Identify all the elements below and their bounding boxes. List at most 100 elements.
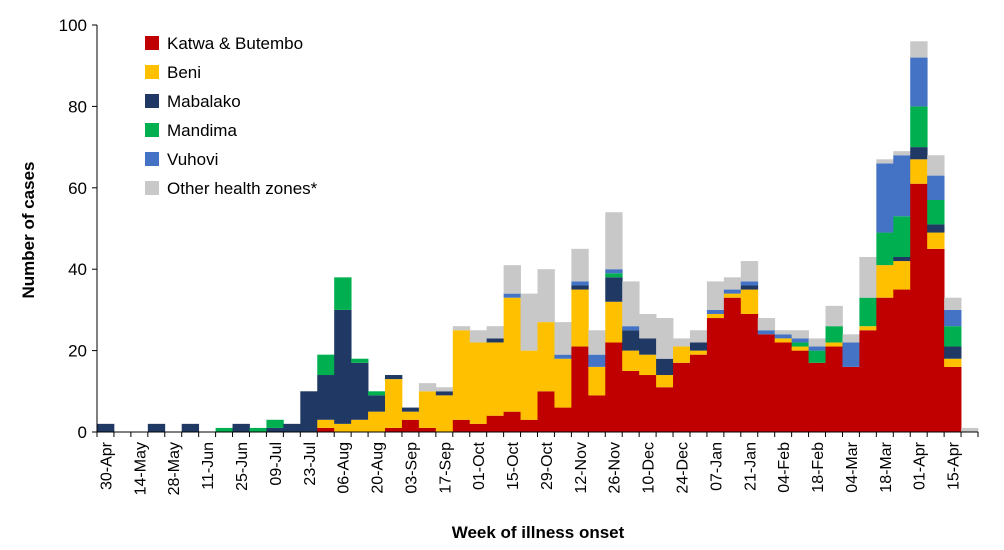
bar-segment-24-Dec-other-health-zones [673,338,691,347]
bar-segment-09-Jul-mabalako [266,427,284,432]
bar-segment-24-Sep-beni [452,330,471,420]
bar-segment-12-Nov-mabalako [571,285,589,290]
bar-segment-17-Dec-other-health-zones [656,318,674,359]
bar-segment-25-Feb-katwa-butembo [825,346,843,432]
bar-segment-28-Jan-katwa-butembo [757,334,776,432]
bar-segment-10-Sep-katwa-butembo [418,427,437,432]
bar-segment-19-Nov-katwa-butembo [588,395,606,432]
bar-segment-21-Jan-vuhovi [740,281,759,286]
y-tick-label: 100 [59,16,87,35]
bar-segment-15-Apr-beni [944,358,962,367]
bar-segment-13-Aug-mandima [351,358,369,363]
bar-segment-19-Nov-vuhovi [588,354,606,367]
bar-segment-06-Aug-mandima [334,277,352,310]
bar-segment-13-Aug-beni [351,419,369,432]
x-tick-label: 21-Jan [742,442,759,491]
bar-segment-01-Apr-mandima [910,106,928,148]
bar-segment-18-Feb-katwa-butembo [808,362,826,432]
bar-segment-08-Apr-mandima [927,200,945,225]
legend-swatch [145,152,159,166]
x-axis: 30-Apr 14-May 28-May 11-Jun 25-Jun 09-Jul 23-J… [96,431,979,495]
bar-segment-18-Feb-mandima [808,350,826,363]
x-tick-label: 12-Nov [573,442,590,494]
bar-segment-07-Jan-other-health-zones [706,281,725,310]
bar-segment-26-Nov-mabalako [605,277,623,302]
y-tick-label: 80 [68,97,87,116]
bar-segment-20-Aug-beni [368,411,386,432]
bar-segment-18-Feb-other-health-zones [808,338,826,347]
bar-segment-10-Sep-other-health-zones [418,383,437,392]
bar-segment-15-Oct-beni [503,297,521,412]
legend-swatch [145,36,159,50]
bar-segment-28-Jan-vuhovi [757,330,776,335]
y-tick-label: 60 [68,179,87,198]
x-tick-label: 17-Sep [437,442,454,494]
bar-segment-08-Apr-mabalako [927,224,945,233]
bar-segment-18-Mar-other-health-zones [876,159,894,164]
legend-swatch [145,181,159,195]
legend-label: Other health zones* [167,179,318,198]
bar-segment-04-Feb-other-health-zones [774,330,793,335]
x-tick-label: 04-Feb [776,442,793,493]
x-tick-label: 10-Dec [641,442,658,494]
bar-segment-14-Jan-vuhovi [723,289,742,294]
bar-segment-25-Mar-mandima [893,216,911,257]
legend-label: Beni [167,63,201,82]
bar-segment-25-Feb-beni [825,342,843,347]
bar-segment-22-Oct-beni [520,350,538,420]
bar-segment-25-Feb-mandima [825,326,843,343]
bar-segment-29-Oct-beni [537,322,555,392]
bar-segment-08-Oct-katwa-butembo [486,415,505,432]
bar-segment-15-Oct-vuhovi [503,293,521,298]
y-tick-label: 40 [68,260,87,279]
x-axis-title: Week of illness onset [452,523,625,542]
bar-segment-31-Dec-beni [689,350,708,355]
x-tick-label: 26-Nov [607,442,624,494]
bar-segment-27-Aug-beni [385,379,403,428]
bar-segment-18-Mar-mandima [876,232,894,266]
bar-segment-02-Jul-mandima [249,427,267,432]
bar-segment-01-Apr-beni [910,159,928,184]
bar-segment-29-Oct-katwa-butembo [537,391,555,432]
bar-segment-24-Dec-katwa-butembo [673,362,691,432]
bar-segment-15-Apr-vuhovi [944,309,962,327]
bar-segment-06-Aug-beni [334,423,352,432]
bar-segment-05-Nov-vuhovi [554,354,572,359]
bar-segment-30-Jul-mandima [317,354,335,376]
bar-segment-11-Feb-mandima [791,342,809,347]
bar-segment-10-Dec-other-health-zones [639,313,657,339]
bar-segment-17-Sep-other-health-zones [435,387,454,392]
legend: Katwa & Butembo Beni Mabalako Mandima Vuhovi… [145,34,318,198]
bar-segment-04-Feb-vuhovi [774,334,793,339]
bar-segment-18-Mar-vuhovi [876,163,894,233]
bar-segment-05-Nov-katwa-butembo [554,407,572,432]
bar-segment-11-Mar-other-health-zones [859,256,877,298]
bar-segment-04-Jun-mabalako [181,423,200,432]
legend-label: Mabalako [167,92,241,111]
bar-segment-12-Nov-vuhovi [571,281,589,286]
bar-segment-11-Feb-beni [791,346,809,351]
bar-segment-04-Feb-beni [774,338,793,343]
bar-segment-11-Feb-other-health-zones [791,330,809,339]
bar-segment-22-Oct-other-health-zones [520,293,538,351]
bar-segment-20-Aug-mabalako [368,395,386,412]
bar-segment-27-Aug-katwa-butembo [385,427,403,432]
bar-segment-01-Oct-other-health-zones [469,330,488,343]
bar-segment-17-Sep-beni [435,395,454,432]
bar-segment-19-Nov-beni [588,366,606,396]
bar-segment-17-Dec-mabalako [656,358,674,376]
x-tick-label: 25-Jun [234,442,251,491]
bar-segment-20-Aug-mandima [368,391,386,396]
bar-segment-01-Apr-other-health-zones [910,41,928,58]
bar-segment-10-Dec-beni [639,354,657,376]
bar-segment-11-Mar-beni [859,326,877,331]
bar-segment-17-Dec-beni [656,375,674,388]
bar-segment-04-Feb-katwa-butembo [774,342,793,432]
bar-segment-10-Dec-katwa-butembo [639,375,657,432]
bar-segment-18-Mar-beni [876,265,894,298]
legend-label: Mandima [167,121,237,140]
bar-segment-08-Apr-other-health-zones [927,155,945,176]
bar-segment-03-Sep-katwa-butembo [401,419,420,432]
legend-label: Vuhovi [167,150,218,169]
